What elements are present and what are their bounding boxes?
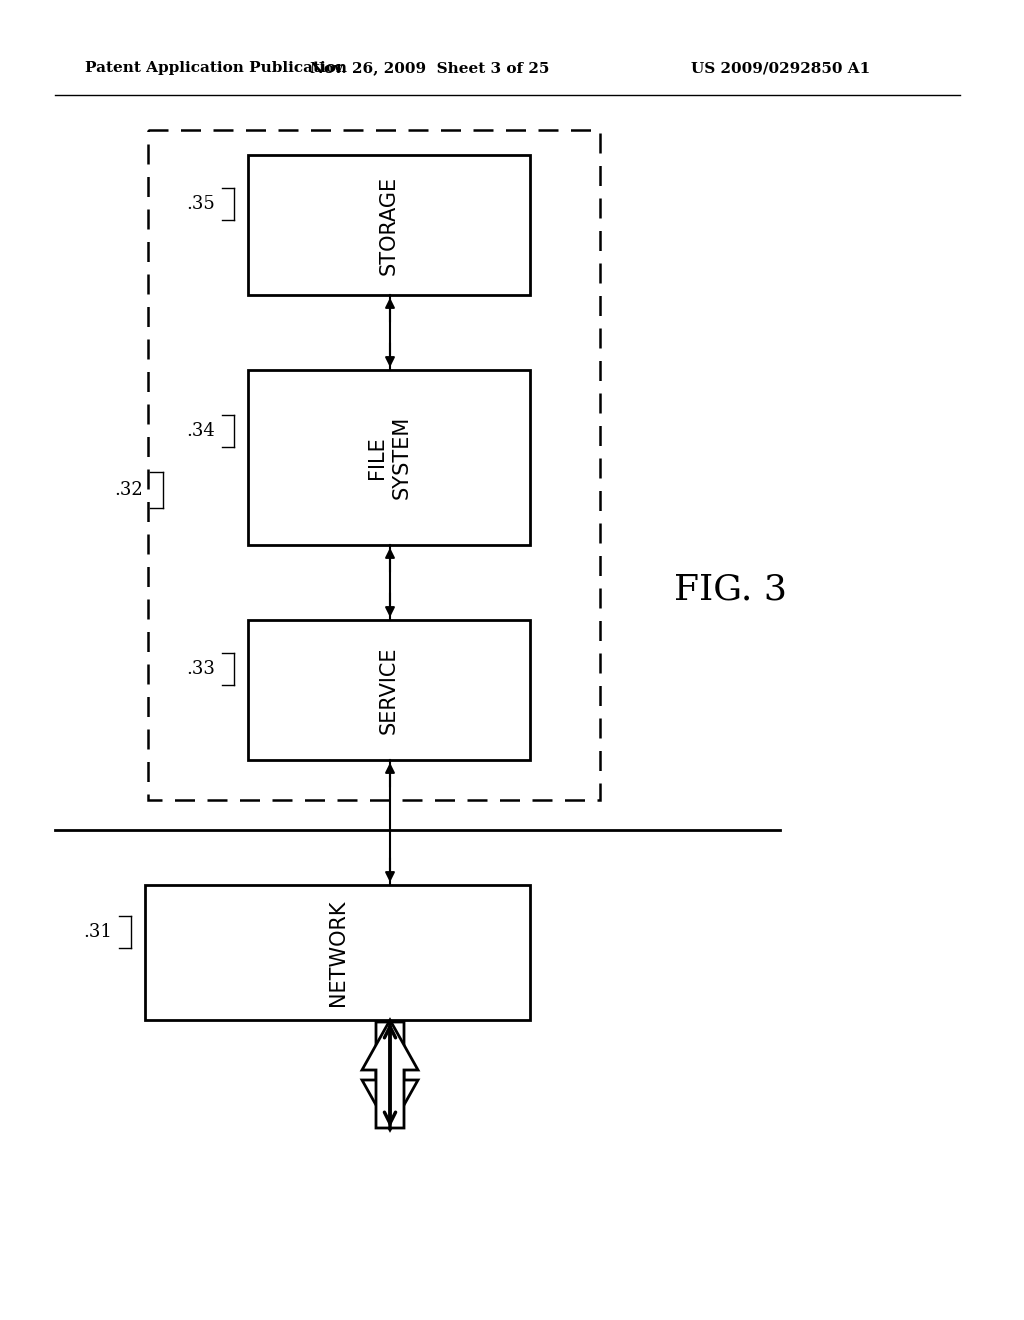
Text: SERVICE: SERVICE: [379, 647, 399, 734]
Polygon shape: [362, 1020, 418, 1129]
Bar: [248, 154, 530, 294]
Text: .33: .33: [186, 660, 215, 678]
Text: STORAGE: STORAGE: [379, 176, 399, 275]
Text: .35: .35: [186, 195, 215, 213]
Text: NETWORK: NETWORK: [328, 899, 347, 1006]
Text: FILE
SYSTEM: FILE SYSTEM: [367, 416, 412, 499]
Bar: [145, 884, 530, 1020]
Text: .34: .34: [186, 422, 215, 441]
Bar: [248, 370, 530, 545]
Text: FIG. 3: FIG. 3: [674, 573, 786, 607]
Polygon shape: [362, 1022, 418, 1130]
Bar: [148, 129, 600, 800]
Bar: [248, 620, 530, 760]
Text: Nov. 26, 2009  Sheet 3 of 25: Nov. 26, 2009 Sheet 3 of 25: [310, 61, 550, 75]
Text: .31: .31: [83, 923, 112, 941]
Text: US 2009/0292850 A1: US 2009/0292850 A1: [691, 61, 870, 75]
Text: .32: .32: [115, 480, 143, 499]
Text: Patent Application Publication: Patent Application Publication: [85, 61, 347, 75]
